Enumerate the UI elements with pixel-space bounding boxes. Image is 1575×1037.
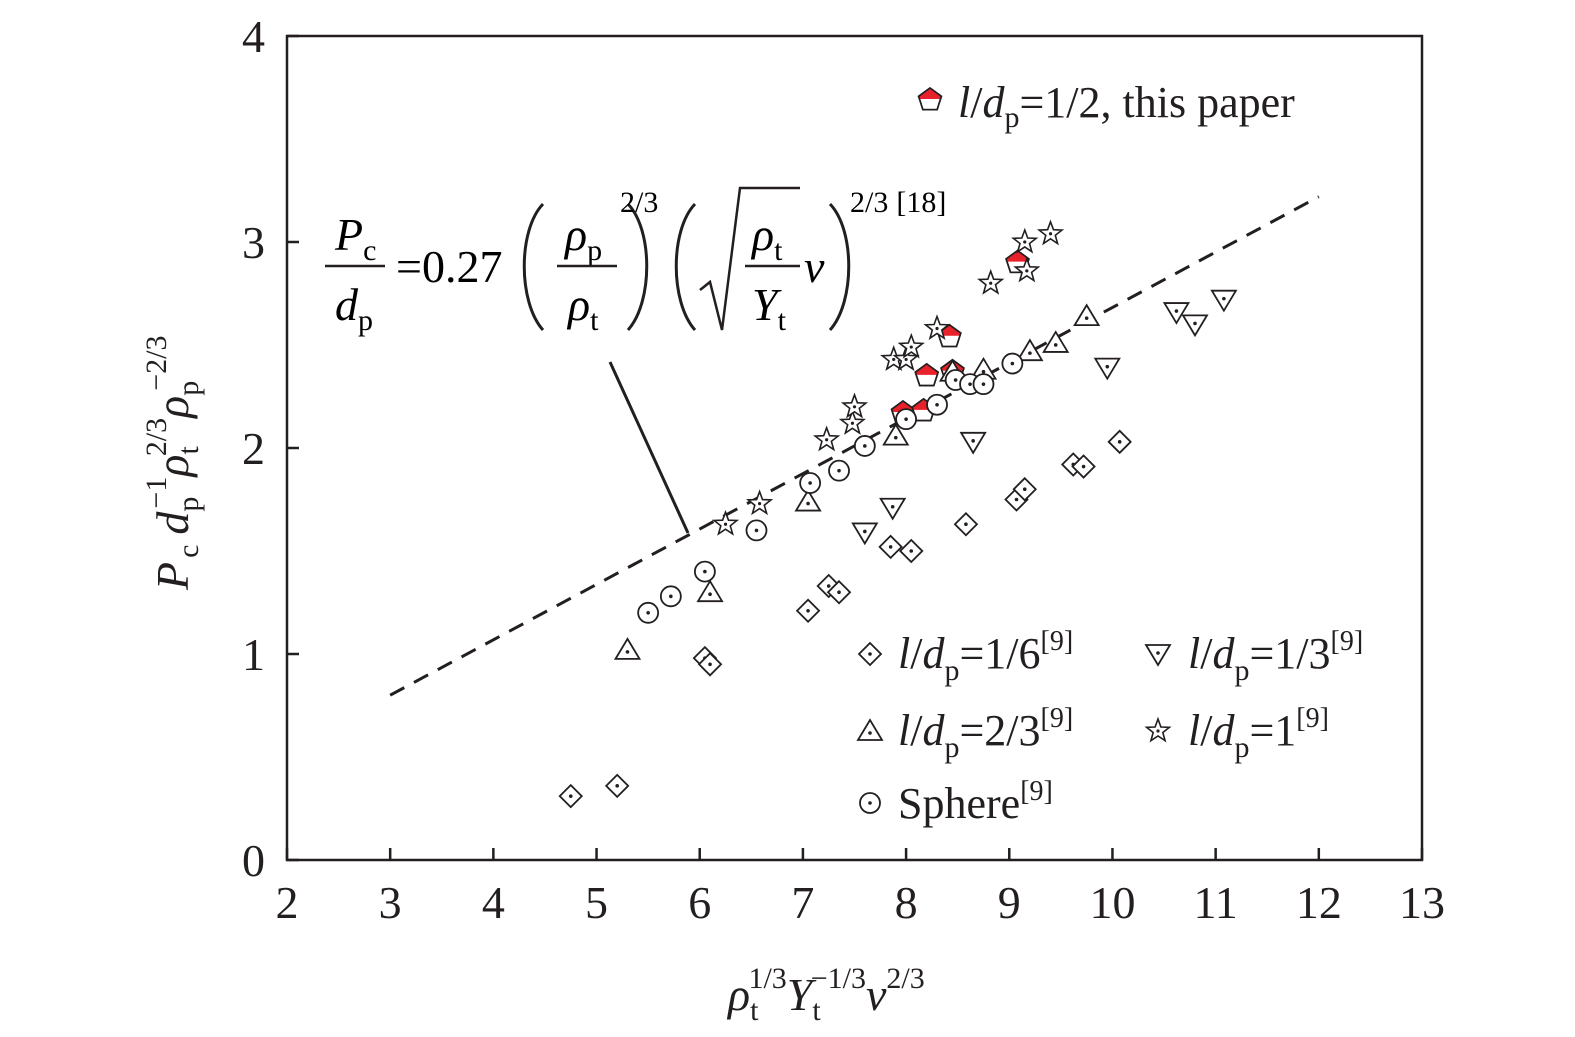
point-circle — [745, 519, 768, 542]
point-diamond — [697, 652, 723, 677]
point-diamond — [1071, 454, 1096, 479]
x-axis-label: ρt1/3Yt−1/3v2/3 — [726, 962, 925, 1027]
point-star — [977, 268, 1005, 295]
y-tick-label: 3 — [242, 217, 265, 268]
point-star — [892, 345, 920, 371]
point-star — [838, 409, 866, 435]
point-circle — [799, 472, 822, 494]
legend-marker-diamond — [857, 641, 883, 667]
point-pentagon — [1005, 249, 1030, 274]
legend-label-star: l/dp=1[9] — [1188, 703, 1329, 764]
point-star — [1036, 219, 1065, 246]
point-tri_up — [1073, 303, 1101, 327]
point-tri_down — [1210, 289, 1238, 313]
point-tri_down — [1093, 357, 1121, 381]
point-star — [1011, 227, 1039, 254]
legend-this-paper: l/dp=1/2, this paper — [917, 78, 1295, 134]
point-circle — [693, 560, 716, 583]
point-circle — [895, 408, 917, 431]
legend-label-sphere: Sphere[9] — [898, 776, 1053, 828]
legend-marker-circle — [859, 792, 881, 814]
point-pentagon — [937, 323, 962, 348]
eq-rho-t2: ρt — [750, 209, 783, 267]
legend: l/dp=1/6[9] l/dp=1/3[9] l/dp=2/3[9] l/dp… — [856, 626, 1363, 828]
point-diamond — [898, 538, 924, 564]
x-tick-label: 3 — [379, 877, 402, 928]
legend-this-paper-label: l/dp=1/2, this paper — [958, 78, 1295, 134]
x-tick-label: 5 — [585, 877, 608, 928]
y-tick-label: 2 — [242, 423, 265, 474]
point-star — [840, 392, 869, 419]
x-tick-label: 10 — [1089, 877, 1135, 928]
eq-rho-t: ρt — [566, 279, 599, 337]
legend-label-tri-down: l/dp=1/3[9] — [1188, 626, 1363, 687]
legend-label-tri-up: l/dp=2/3[9] — [898, 703, 1073, 764]
y-tick-label: 0 — [242, 835, 265, 886]
point-diamond — [1012, 476, 1038, 502]
legend-marker-tri-down — [1144, 644, 1172, 667]
point-diamond — [1107, 429, 1132, 455]
point-star — [711, 509, 740, 536]
point-diamond — [953, 511, 979, 537]
x-tick-label: 8 — [895, 877, 918, 928]
point-circle — [1001, 352, 1024, 375]
point-diamond — [878, 534, 903, 560]
point-pentagon — [914, 362, 940, 387]
legend-marker-star — [1144, 716, 1172, 743]
point-diamond — [795, 598, 821, 624]
point-tri_up — [1042, 330, 1070, 353]
eq-Y-t: Yt — [752, 279, 787, 337]
point-tri_down — [1181, 314, 1209, 338]
y-axis-label: Pcdp−1ρt2/3ρp−2/3 — [140, 336, 205, 592]
point-tri_up — [696, 579, 724, 603]
point-tri_down — [879, 497, 907, 521]
eq-v: v — [804, 241, 825, 292]
point-tri_up — [613, 637, 642, 660]
point-circle — [926, 393, 948, 416]
point-tri_down — [1162, 302, 1191, 325]
eq-coef: =0.27 — [396, 241, 502, 292]
point-circle — [659, 585, 682, 608]
x-tick-label: 11 — [1193, 877, 1237, 928]
point-star — [746, 489, 774, 516]
eq-exp1: 2/3 — [620, 186, 658, 219]
x-tick-label: 2 — [276, 877, 299, 928]
fit-equation: Pc dp =0.27 ρp ρt 2/3 ρt Yt v 2/3 [18] — [325, 186, 946, 534]
x-tick-label: 9 — [998, 877, 1021, 928]
y-tick-label: 1 — [242, 629, 265, 680]
point-star — [812, 425, 841, 452]
point-tri_up — [1016, 338, 1044, 362]
x-tick-label: 12 — [1296, 877, 1342, 928]
x-tick-label: 6 — [688, 877, 711, 928]
legend-marker-pentagon — [917, 87, 943, 111]
point-star — [897, 332, 925, 359]
eq-rho-p: ρp — [563, 209, 602, 267]
point-star — [923, 314, 951, 341]
eq-P: Pc — [334, 209, 376, 267]
x-tick-label: 13 — [1399, 877, 1445, 928]
point-circle — [828, 459, 850, 482]
x-tick-label: 4 — [482, 877, 505, 928]
point-diamond — [604, 773, 630, 799]
point-tri_down — [851, 522, 879, 546]
point-tri_up — [794, 488, 822, 512]
x-tick-label: 7 — [791, 877, 814, 928]
point-circle — [637, 601, 660, 624]
point-circle — [972, 373, 995, 396]
point-tri_up — [882, 422, 910, 446]
legend-marker-tri-up — [856, 718, 884, 741]
point-diamond — [826, 579, 852, 605]
legend-label-diamond: l/dp=1/6[9] — [898, 626, 1073, 687]
eq-exp2: 2/3 [18] — [850, 186, 946, 219]
point-tri_down — [959, 431, 987, 455]
y-tick-label: 4 — [242, 11, 265, 62]
point-diamond — [558, 783, 584, 809]
equation-pointer — [608, 361, 690, 534]
point-star — [1013, 256, 1041, 283]
eq-d: dp — [335, 279, 373, 337]
point-circle — [853, 435, 876, 457]
